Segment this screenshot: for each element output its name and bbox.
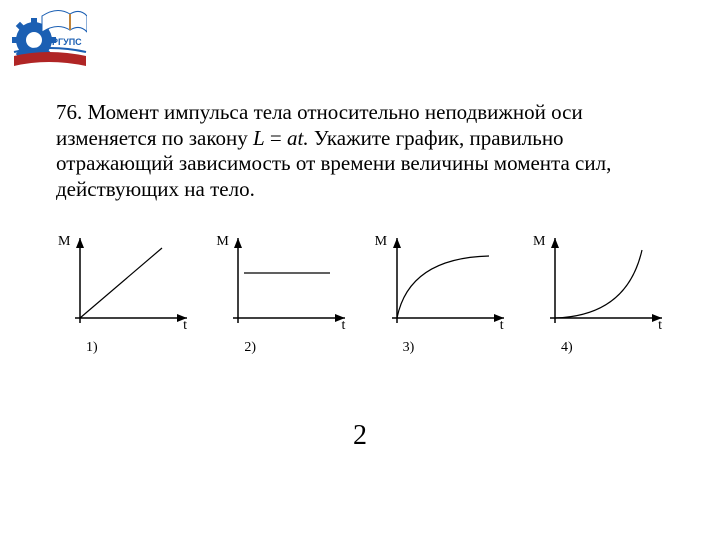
- y-axis-label: M: [533, 234, 545, 250]
- logo-text: РГУПС: [52, 37, 82, 47]
- chart-2: M t 2): [214, 236, 359, 366]
- banner-icon: [14, 52, 86, 66]
- chart-3-svg: [389, 238, 509, 328]
- chart-2-svg: [230, 238, 350, 328]
- chart-3: M t 3): [373, 236, 518, 366]
- x-axis-label: t: [183, 318, 187, 334]
- charts-row: M t 1) M t 2): [56, 236, 676, 366]
- formula-L: L: [253, 126, 265, 150]
- book-icon: [42, 10, 87, 32]
- institution-logo: РГУПС: [12, 8, 87, 68]
- chart-1-svg: [72, 238, 192, 328]
- question-text: 76. Момент импульса тела относительно не…: [56, 100, 666, 202]
- chart-4-number: 4): [561, 340, 573, 356]
- x-axis-label: t: [341, 318, 345, 334]
- page: РГУПС 76. Момент импульса тела относител…: [0, 0, 720, 540]
- chart-4: M t 4): [531, 236, 676, 366]
- chart-2-number: 2): [244, 340, 256, 356]
- formula-at: at.: [287, 126, 309, 150]
- answer-value: 2: [0, 420, 720, 452]
- x-axis-label: t: [500, 318, 504, 334]
- x-axis-label: t: [658, 318, 662, 334]
- chart-1-number: 1): [86, 340, 98, 356]
- y-axis-label: M: [216, 234, 228, 250]
- chart-3-number: 3): [403, 340, 415, 356]
- y-axis-label: M: [375, 234, 387, 250]
- chart-4-svg: [547, 238, 667, 328]
- chart-1: M t 1): [56, 236, 201, 366]
- formula-eq: =: [265, 126, 287, 150]
- y-axis-label: M: [58, 234, 70, 250]
